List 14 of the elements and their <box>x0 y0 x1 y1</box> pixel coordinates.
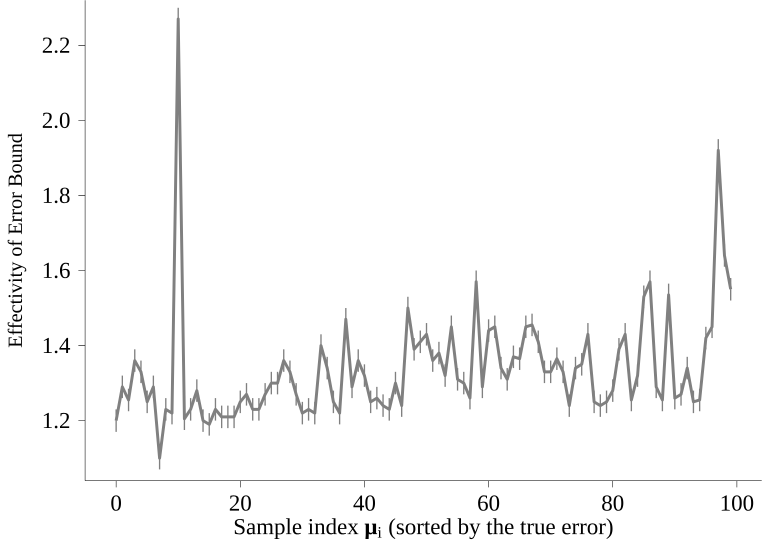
x-tick-label: 80 <box>602 495 624 511</box>
x-axis-title: Sample index μ$_{i}$ (sorted by the true error) <box>234 518 613 540</box>
x-tick-label: 60 <box>478 495 500 511</box>
x-tick-label: 0 <box>111 495 121 511</box>
y-tick-label: 1.4 <box>44 338 70 354</box>
y-tick-label: 1.2 <box>44 412 70 428</box>
x-tick-label: 100 <box>722 495 754 511</box>
y-tick-label: 1.6 <box>44 262 70 278</box>
y-axis-title: Effectivity of Error Bound <box>8 133 26 348</box>
x-tick-label: 20 <box>230 495 251 511</box>
y-tick-label: 1.8 <box>44 188 70 204</box>
y-tick-label: 2.2 <box>42 38 70 54</box>
x-tick-label: 40 <box>353 495 376 511</box>
y-tick-label: 2.0 <box>42 112 70 128</box>
